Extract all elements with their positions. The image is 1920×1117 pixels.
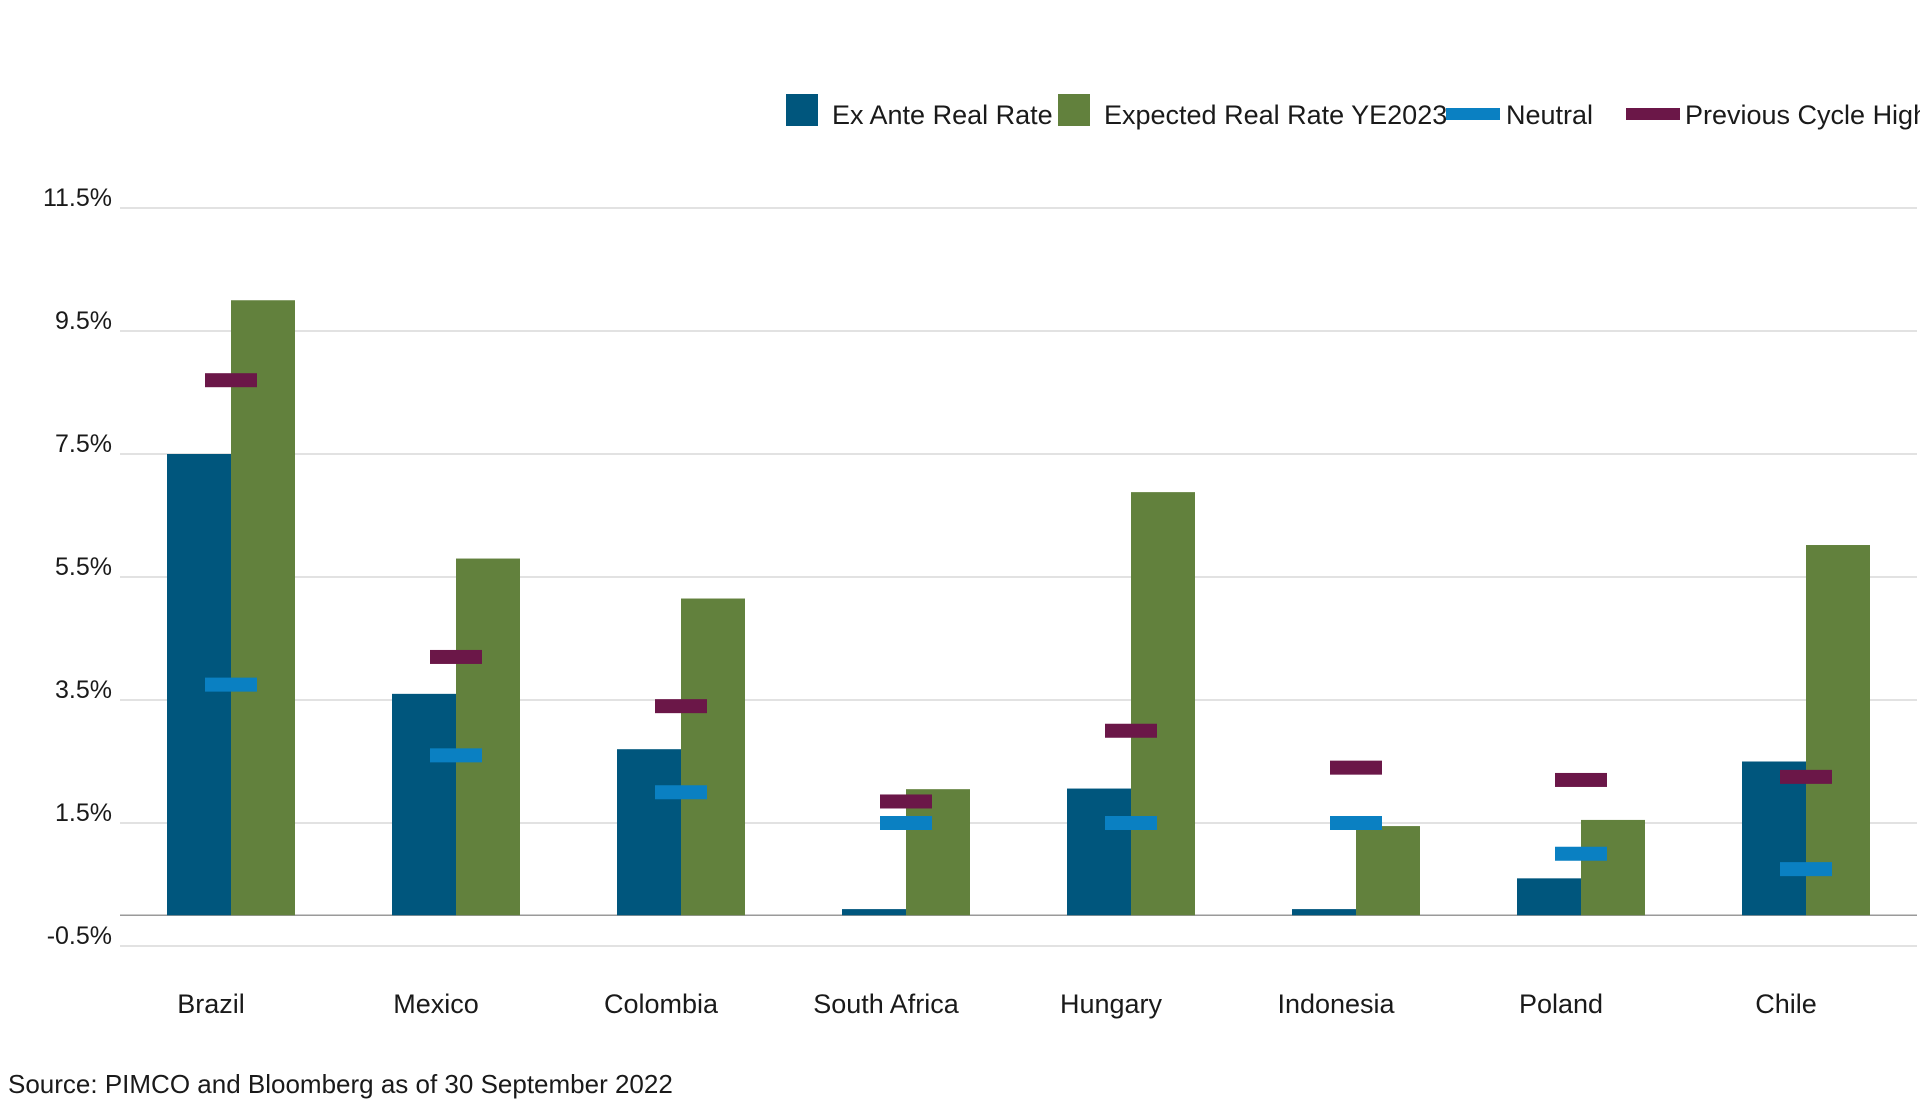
category-label: Indonesia <box>1277 989 1395 1019</box>
bar-ex-ante <box>1742 761 1806 916</box>
bar-ex-ante <box>1517 878 1581 916</box>
category-label: Brazil <box>177 989 245 1019</box>
gridlines <box>120 207 1917 947</box>
bar-expected-ye2023 <box>1806 545 1870 916</box>
category-label: South Africa <box>813 989 960 1019</box>
category-label: Poland <box>1519 989 1603 1019</box>
y-axis-ticks: 11.5% 9.5% 7.5% 5.5% 3.5% 1.5% -0.5% <box>43 184 112 950</box>
marker-neutral <box>205 677 257 692</box>
bar-ex-ante <box>1067 788 1131 916</box>
marker-neutral <box>1105 816 1157 830</box>
marker-neutral <box>1555 846 1607 861</box>
bar-expected-ye2023 <box>1581 819 1645 916</box>
category-label: Colombia <box>604 989 719 1019</box>
marker-neutral <box>1330 816 1382 830</box>
marker-neutral <box>655 785 707 800</box>
marker-previous-cycle-high <box>1780 769 1832 784</box>
markers <box>205 373 1832 877</box>
legend-label: Previous Cycle High <box>1685 100 1920 130</box>
bar-ex-ante <box>617 749 681 916</box>
y-tick-label: 7.5% <box>55 430 112 458</box>
bar-expected-ye2023 <box>231 300 295 916</box>
y-tick-label: 1.5% <box>55 799 112 827</box>
marker-neutral <box>430 748 482 763</box>
legend: Ex Ante Real Rate Expected Real Rate YE20… <box>786 94 1920 130</box>
bar-expected-ye2023 <box>456 558 520 916</box>
marker-previous-cycle-high <box>1555 772 1607 787</box>
marker-previous-cycle-high <box>205 373 257 388</box>
marker-previous-cycle-high <box>880 794 932 809</box>
bar-ex-ante <box>842 909 906 916</box>
marker-previous-cycle-high <box>1105 723 1157 738</box>
bar-expected-ye2023 <box>1131 492 1195 916</box>
legend-swatch <box>1446 108 1500 120</box>
category-label: Chile <box>1755 989 1817 1019</box>
bar-expected-ye2023 <box>1356 826 1420 916</box>
marker-previous-cycle-high <box>1330 760 1382 775</box>
legend-label: Ex Ante Real Rate <box>832 100 1053 130</box>
bars <box>167 300 1870 916</box>
bar-expected-ye2023 <box>906 789 970 916</box>
y-tick-label: 3.5% <box>55 676 112 704</box>
legend-label: Expected Real Rate YE2023 <box>1104 100 1447 130</box>
category-label: Hungary <box>1060 989 1163 1019</box>
bar-ex-ante <box>1292 909 1356 916</box>
bar-ex-ante <box>392 693 456 916</box>
marker-previous-cycle-high <box>430 649 482 664</box>
category-label: Mexico <box>393 989 479 1019</box>
y-tick-label: 5.5% <box>55 553 112 581</box>
source-note: Source: PIMCO and Bloomberg as of 30 Sep… <box>8 1069 673 1099</box>
legend-label: Neutral <box>1506 100 1593 130</box>
legend-swatch <box>1058 94 1090 126</box>
category-labels: Brazil Mexico Colombia South Africa Hungary I… <box>177 989 1817 1019</box>
y-tick-label: -0.5% <box>47 922 112 950</box>
marker-neutral <box>880 816 932 830</box>
y-tick-label: 9.5% <box>55 307 112 335</box>
y-tick-label: 11.5% <box>43 184 112 212</box>
marker-previous-cycle-high <box>655 699 707 714</box>
legend-swatch <box>1626 108 1680 120</box>
marker-neutral <box>1780 862 1832 877</box>
bar-expected-ye2023 <box>681 598 745 916</box>
legend-swatch <box>786 94 818 126</box>
